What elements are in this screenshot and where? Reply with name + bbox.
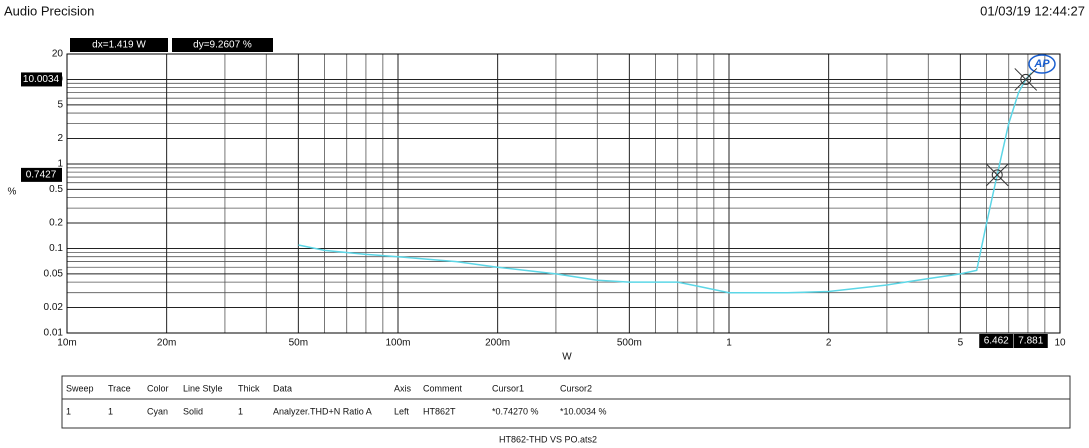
x-tick-label: 200m bbox=[485, 338, 510, 349]
y-tick-label: 0.1 bbox=[49, 243, 63, 254]
y-axis-label: % bbox=[8, 187, 17, 198]
plot-frame bbox=[66, 53, 1061, 334]
y-tick-label: 0.2 bbox=[49, 218, 63, 229]
table-header: Thick bbox=[238, 383, 260, 393]
table-header: Cursor2 bbox=[560, 383, 592, 393]
cursor-cross bbox=[1014, 68, 1038, 91]
delta-box bbox=[172, 38, 273, 52]
cursor-x-box bbox=[1013, 334, 1048, 348]
logo-ring bbox=[1028, 54, 1056, 74]
table-cell: Left bbox=[394, 406, 410, 416]
y-tick-label: 20 bbox=[52, 49, 64, 60]
table-cell: *10.0034 % bbox=[560, 406, 607, 416]
x-tick-label: 10m bbox=[57, 338, 76, 349]
delta-box bbox=[70, 38, 168, 52]
table-header: Cursor1 bbox=[492, 383, 524, 393]
table-header: Color bbox=[147, 383, 169, 393]
logo: AP bbox=[1033, 58, 1050, 70]
y-tick-label: 5 bbox=[57, 100, 63, 111]
table-cell: 1 bbox=[238, 406, 243, 416]
table-header: Sweep bbox=[66, 383, 94, 393]
cursor-cross bbox=[985, 163, 1009, 187]
cursor-x-box bbox=[979, 334, 1014, 348]
cursor-y-box bbox=[21, 167, 62, 182]
x-tick-label: 10 bbox=[1054, 338, 1066, 349]
table-cell: 1 bbox=[108, 406, 113, 416]
delta-dx: dx=1.419 W bbox=[92, 40, 146, 51]
x-tick-label: 50m bbox=[289, 338, 308, 349]
cursor-y-box bbox=[21, 72, 62, 87]
cursor-y-value: 10.0034 bbox=[23, 74, 60, 85]
y-tick-label: 0.05 bbox=[44, 269, 64, 280]
cursor-circle bbox=[1020, 73, 1032, 85]
x-tick-label: 100m bbox=[385, 338, 410, 349]
table-cell: HT862T bbox=[423, 406, 456, 416]
table-header: Line Style bbox=[183, 383, 223, 393]
x-tick-label: 2 bbox=[826, 338, 832, 349]
y-tick-label: 0.5 bbox=[49, 184, 63, 195]
cursor-marker bbox=[1014, 68, 1038, 91]
cursor-circle bbox=[991, 169, 1003, 181]
app-title: Audio Precision bbox=[4, 3, 94, 18]
x-tick-label: 5 bbox=[958, 338, 964, 349]
table-header: Data bbox=[273, 383, 292, 393]
table-cell: Cyan bbox=[147, 406, 168, 416]
table-header: Axis bbox=[394, 383, 412, 393]
table-cell: *0.74270 % bbox=[492, 406, 539, 416]
cursor-y-value: 0.7427 bbox=[26, 170, 57, 181]
y-tick-label: 2 bbox=[57, 133, 63, 144]
cursor-x-value: 7.881 bbox=[1018, 336, 1043, 347]
x-tick-label: 1 bbox=[726, 338, 732, 349]
cursor-marker bbox=[985, 163, 1009, 187]
table-header: Comment bbox=[423, 383, 463, 393]
timestamp: 01/03/19 12:44:27 bbox=[980, 3, 1085, 18]
cursor-x-value: 6.462 bbox=[984, 336, 1009, 347]
table-cell: Analyzer.THD+N Ratio A bbox=[273, 406, 372, 416]
table-cell: Solid bbox=[183, 406, 203, 416]
y-tick-label: 0.01 bbox=[44, 328, 64, 339]
delta-dy: dy=9.2607 % bbox=[193, 40, 252, 51]
x-tick-label: 20m bbox=[157, 338, 176, 349]
y-tick-label: 0.02 bbox=[44, 302, 64, 313]
x-tick-label: 500m bbox=[617, 338, 642, 349]
file-name: HT862-THD VS PO.ats2 bbox=[499, 434, 597, 444]
table-cell: 1 bbox=[66, 406, 71, 416]
x-axis-label: W bbox=[562, 352, 572, 363]
y-tick-label: 1 bbox=[57, 159, 63, 170]
table-frame bbox=[61, 375, 1071, 429]
table-header: Trace bbox=[108, 383, 131, 393]
trace-line bbox=[298, 72, 1033, 294]
